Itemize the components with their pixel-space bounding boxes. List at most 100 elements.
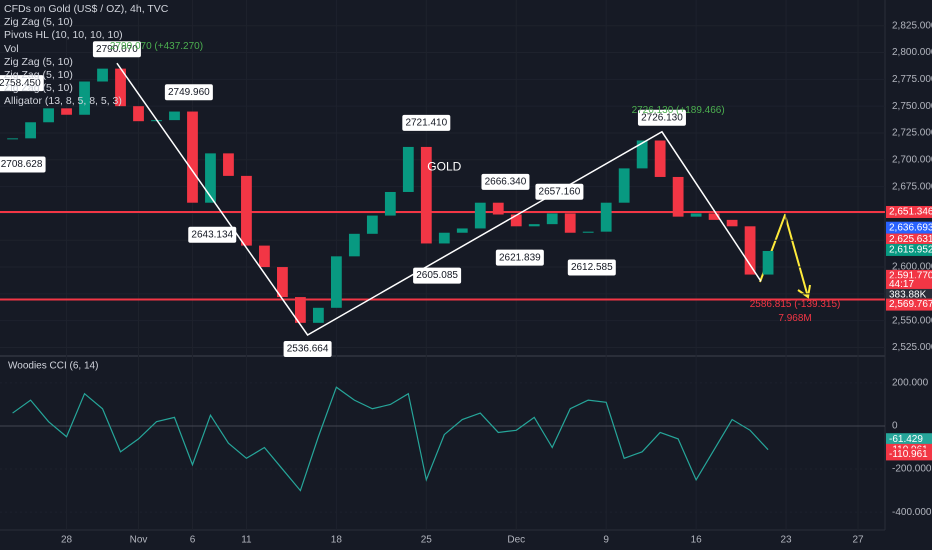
price-tag bbox=[886, 298, 932, 311]
pivot-box bbox=[92, 41, 141, 58]
x-tick-label: 23 bbox=[781, 535, 793, 546]
annotation: 2586.815 (-139.315) bbox=[750, 299, 841, 310]
candle bbox=[546, 213, 558, 225]
indicator: Zig Zag (5, 10) bbox=[4, 16, 73, 29]
x-tick-label: 11 bbox=[241, 535, 252, 546]
candle bbox=[672, 176, 684, 217]
pivot-box bbox=[413, 267, 462, 284]
pivot-label: 2536.664 bbox=[287, 344, 329, 355]
price-tag-label: 2,569.767 bbox=[889, 299, 932, 310]
pivot-box bbox=[637, 109, 686, 126]
y-tick-label: -200.000 bbox=[892, 464, 932, 475]
pivot-label: 2708.628 bbox=[1, 159, 43, 170]
price-tag-label: 44:17 bbox=[889, 279, 914, 290]
candle bbox=[312, 307, 324, 323]
y-tick-label: 2,550.000 bbox=[892, 315, 932, 326]
candle bbox=[762, 250, 774, 275]
candle bbox=[97, 68, 108, 82]
candle bbox=[295, 297, 306, 323]
candle bbox=[402, 146, 414, 192]
y-tick-label: 0 bbox=[892, 421, 898, 432]
candle bbox=[133, 106, 144, 122]
pivot-box bbox=[188, 226, 237, 243]
price-tag-label: 2,636.693 bbox=[889, 222, 932, 233]
y-tick-label: 2,800.000 bbox=[892, 47, 932, 58]
y-tick-label: 200.000 bbox=[892, 378, 929, 389]
candle bbox=[241, 175, 252, 246]
price-tag bbox=[886, 205, 932, 218]
pivot-label: 2605.085 bbox=[416, 270, 458, 281]
pivot-box bbox=[495, 249, 544, 266]
candle bbox=[7, 138, 18, 140]
candle bbox=[708, 213, 720, 220]
indicator: Zig Zag (5, 10) bbox=[4, 82, 73, 95]
indicator: Zig Zag (5, 10) bbox=[4, 69, 73, 82]
x-tick-label: 27 bbox=[852, 535, 864, 546]
candle bbox=[510, 214, 522, 227]
indicator: Pivots HL (10, 10, 10, 10) bbox=[4, 29, 123, 42]
candle bbox=[384, 191, 396, 216]
cci-title: Woodies CCI (6, 14) bbox=[8, 361, 98, 372]
candle bbox=[187, 111, 198, 203]
candle bbox=[456, 228, 468, 233]
cci-line bbox=[12, 386, 769, 492]
candle bbox=[79, 81, 90, 115]
candle bbox=[348, 233, 360, 257]
annotation: 2790.070 (+437.270) bbox=[110, 41, 203, 52]
candle bbox=[115, 68, 126, 107]
price-tag-label: 2,651.346 bbox=[889, 207, 932, 218]
candle bbox=[61, 108, 72, 115]
price-tag bbox=[886, 243, 932, 256]
candle bbox=[636, 140, 648, 169]
candle bbox=[618, 168, 630, 203]
indicator: Zig Zag (5, 10) bbox=[4, 55, 73, 68]
price-tag-label: 2,625.631 bbox=[889, 234, 932, 245]
y-tick-label: 2,700.000 bbox=[892, 154, 932, 165]
candle bbox=[600, 202, 612, 232]
pivot-label: 2721.410 bbox=[405, 117, 447, 128]
pivot-label: 2790.070 bbox=[96, 44, 138, 55]
pivot-box bbox=[164, 84, 213, 101]
x-tick-label: Nov bbox=[130, 535, 148, 546]
pivot-box bbox=[0, 75, 44, 92]
candle bbox=[492, 202, 504, 215]
candle bbox=[726, 219, 738, 227]
pivot-label: 2666.340 bbox=[485, 177, 527, 188]
legend: CFDs on Gold (US$ / OZ), 4h, TVC Zig Zag… bbox=[4, 3, 168, 109]
cci-tag bbox=[886, 433, 932, 446]
price-tag-label: 2,615.952 bbox=[889, 245, 932, 256]
cci-tag-label: -110.961 bbox=[889, 449, 928, 460]
y-tick-label: 2,725.000 bbox=[892, 128, 932, 139]
zigzag bbox=[116, 62, 762, 336]
y-tick-label: 2,775.000 bbox=[892, 74, 932, 85]
annotation: GOLD bbox=[427, 159, 461, 173]
pivot-box bbox=[283, 340, 332, 357]
candle bbox=[223, 153, 234, 176]
pivot-label: 2657.160 bbox=[539, 186, 581, 197]
symbol: CFDs on Gold (US$ / OZ), 4h, TVC bbox=[4, 3, 169, 15]
indicator: Alligator (13, 8, 5, 8, 5, 3) bbox=[4, 95, 122, 108]
x-tick-label: 9 bbox=[603, 535, 609, 546]
price-tag bbox=[886, 288, 932, 301]
x-tick-label: 25 bbox=[421, 535, 433, 546]
pivot-box bbox=[567, 259, 616, 276]
candle bbox=[654, 140, 666, 177]
indicator: Vol bbox=[4, 42, 19, 55]
x-tick-label: 18 bbox=[331, 535, 343, 546]
cci-tag-label: -61.429 bbox=[889, 434, 923, 445]
pivot-label: 2749.960 bbox=[168, 87, 210, 98]
price-tag bbox=[886, 221, 932, 234]
pivot-label: 2621.839 bbox=[499, 252, 541, 263]
candle bbox=[277, 267, 288, 298]
candle bbox=[330, 256, 342, 308]
candle bbox=[366, 215, 378, 234]
candle bbox=[43, 108, 54, 123]
pivot-box bbox=[535, 183, 584, 200]
pivot-label: 2643.134 bbox=[191, 229, 233, 240]
candle bbox=[259, 245, 270, 268]
cci-tag bbox=[886, 448, 932, 461]
candle bbox=[582, 231, 594, 233]
pivot-box bbox=[481, 173, 530, 190]
